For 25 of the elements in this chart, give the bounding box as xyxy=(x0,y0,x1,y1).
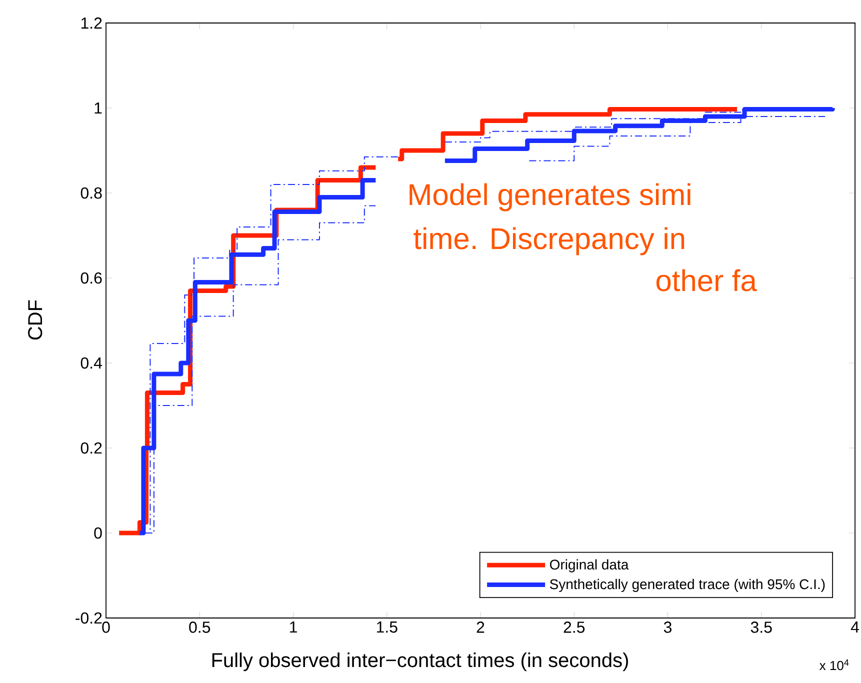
x-tick-label: 1.5 xyxy=(376,622,398,633)
x-tick-label: 0 xyxy=(102,622,110,633)
x-tick-label: 3 xyxy=(664,622,672,633)
annotation: other fa xyxy=(656,269,757,292)
legend-label: Synthetically generated trace (with 95% C.I.) xyxy=(550,578,825,592)
x-tick-label: 1 xyxy=(290,622,297,633)
x-tick-label: 2.5 xyxy=(564,622,585,633)
text: x 10$^{4}$ xyxy=(819,659,849,670)
x-tick-label: 2 xyxy=(476,622,484,633)
y-tick-label: 1 xyxy=(94,102,102,114)
x-tick-label: 4 xyxy=(850,622,859,633)
y-axis-title: CDF xyxy=(28,300,42,340)
y-tick-label: -0.2 xyxy=(76,612,102,624)
y-tick-label: 0.2 xyxy=(80,442,102,454)
x-tick-label: 3.5 xyxy=(750,622,772,633)
x-axis-title: Fully observed inter−contact times (in seconds) xyxy=(212,652,628,672)
x-tick-label: 0.5 xyxy=(189,622,210,633)
annotation: time. Discrepancy in xyxy=(414,227,684,256)
y-tick-label: 0.6 xyxy=(80,272,102,284)
y-tick-label: 0.8 xyxy=(80,187,102,199)
annotation: Model generates simi xyxy=(410,183,690,212)
legend-label: Original data xyxy=(550,559,629,572)
y-tick-label: 1.2 xyxy=(81,17,102,29)
y-tick-label: 0.4 xyxy=(80,357,102,369)
y-tick-label: 0 xyxy=(94,527,102,539)
